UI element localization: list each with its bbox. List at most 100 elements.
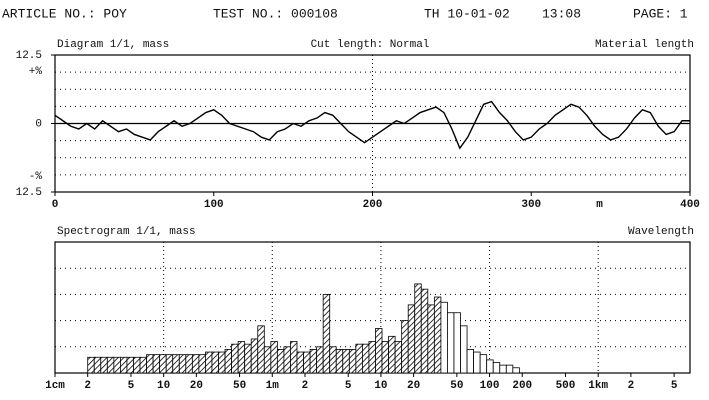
spectrum-bar xyxy=(113,356,121,374)
spectrum-bar xyxy=(290,341,298,374)
spectrum-bar xyxy=(505,364,514,374)
spectrum-bar xyxy=(172,354,180,374)
spectrum-bar xyxy=(473,351,481,374)
spectrum-bar xyxy=(368,341,376,374)
spectrum-bar xyxy=(139,356,147,374)
spectrum-bar xyxy=(185,354,193,374)
y-tick-label: 0 xyxy=(35,118,42,130)
x-tick-label: 1km xyxy=(588,380,608,392)
spectrum-bar xyxy=(120,356,128,374)
spectrum-bar xyxy=(165,354,174,374)
x-tick-label: 20 xyxy=(190,380,203,392)
spectrum-bar xyxy=(224,349,232,374)
page-number: PAGE: 1 xyxy=(633,6,688,21)
chart-subtitle: Cut length: Normal xyxy=(311,39,430,51)
x-tick-label: 50 xyxy=(450,380,463,392)
spectrum-bar xyxy=(106,356,115,374)
spectrum-bar xyxy=(178,354,187,374)
spectrum-bar xyxy=(407,304,416,374)
article-no: ARTICLE NO.: POY xyxy=(2,6,127,21)
spectrum-bar xyxy=(270,341,278,374)
spectrum-bar xyxy=(231,343,239,374)
spectrum-bar xyxy=(427,304,435,374)
x-unit: m xyxy=(596,199,603,211)
spectrum-bar xyxy=(388,335,396,374)
spectrum-bar xyxy=(329,346,337,374)
x-tick-label: 300 xyxy=(521,199,541,211)
spectrum-bar xyxy=(257,325,265,374)
spectrum-bar xyxy=(309,349,318,374)
spectrum-bar xyxy=(486,359,494,374)
spectrum-bar xyxy=(401,320,409,374)
x-axis-title: Wavelength xyxy=(628,226,694,238)
spectrum-bar xyxy=(394,341,403,374)
spectrum-bar xyxy=(492,362,501,374)
x-tick-label: 400 xyxy=(680,199,700,211)
mass-trace xyxy=(54,100,690,150)
spectrum-bar xyxy=(283,346,291,374)
x-tick-label: 10 xyxy=(157,380,170,392)
spectrum-bar xyxy=(276,349,285,374)
spectrum-bar xyxy=(244,343,252,374)
spectrum-bar xyxy=(100,356,108,374)
x-tick-label: 100 xyxy=(480,380,500,392)
spectrum-bar xyxy=(512,367,520,374)
spectrum-bar xyxy=(126,356,134,374)
y-tick-label: 12.5 xyxy=(16,187,42,199)
chart-title: Diagram 1/1, mass xyxy=(57,39,169,51)
spectrum-bar xyxy=(375,328,383,374)
spectrum-bar xyxy=(296,351,304,374)
spectrum-bar xyxy=(198,354,206,374)
x-tick-label: 2 xyxy=(302,380,309,392)
spectrum-bar xyxy=(211,351,219,374)
spectrum-bar xyxy=(499,364,507,374)
spectrum-bar xyxy=(93,356,102,374)
spectrum-bar xyxy=(322,293,331,374)
test-time: 13:08 xyxy=(542,6,581,21)
spectrum-bar xyxy=(440,301,448,374)
spectrum-bar xyxy=(335,349,344,374)
spectrum-bar xyxy=(460,325,468,374)
spectrum-bar xyxy=(263,346,272,374)
y-tick-label: 12.5 xyxy=(16,50,42,62)
spectrum-bar xyxy=(87,356,95,374)
spectrum-bar xyxy=(420,288,429,374)
spectrum-bar xyxy=(133,356,141,374)
spectrum-bar xyxy=(362,343,370,374)
x-tick-label: 100 xyxy=(204,199,224,211)
test-date: TH 10-01-02 xyxy=(424,6,510,21)
x-tick-label: 5 xyxy=(128,380,135,392)
x-tick-label: 1cm xyxy=(45,380,65,392)
spectrum-bar xyxy=(348,349,357,374)
spectrum-bar xyxy=(159,354,167,374)
spectrum-bar xyxy=(433,296,442,374)
spectrum-bar xyxy=(146,354,154,374)
x-tick-label: 20 xyxy=(407,380,420,392)
spectrum-bar xyxy=(152,354,161,374)
y-axis-negative-label: -% xyxy=(29,171,43,183)
x-axis-title: Material length xyxy=(595,39,694,51)
spectrum-bar xyxy=(342,349,350,374)
spectrum-bar xyxy=(250,338,259,374)
spectrum-bar xyxy=(453,312,461,374)
x-tick-label: 10 xyxy=(374,380,387,392)
x-tick-label: 0 xyxy=(52,199,59,211)
spectrum-bar xyxy=(479,354,488,374)
spectrum-bar xyxy=(218,351,226,374)
x-tick-label: 200 xyxy=(512,380,532,392)
spectrum-bar xyxy=(237,341,246,374)
x-tick-label: 2 xyxy=(628,380,635,392)
x-tick-label: 2 xyxy=(84,380,91,392)
x-tick-label: 5 xyxy=(671,380,678,392)
spectrum-bar xyxy=(316,346,324,374)
spectrum-bar xyxy=(355,343,363,374)
test-no: TEST NO.: 000108 xyxy=(213,6,338,21)
spectrum-bar xyxy=(414,283,422,374)
spectrum-bar xyxy=(205,351,213,374)
x-tick-label: 1m xyxy=(266,380,280,392)
spectrum-bar xyxy=(466,349,474,374)
y-axis-positive-label: +% xyxy=(29,66,43,78)
spectrum-bar xyxy=(303,351,311,374)
